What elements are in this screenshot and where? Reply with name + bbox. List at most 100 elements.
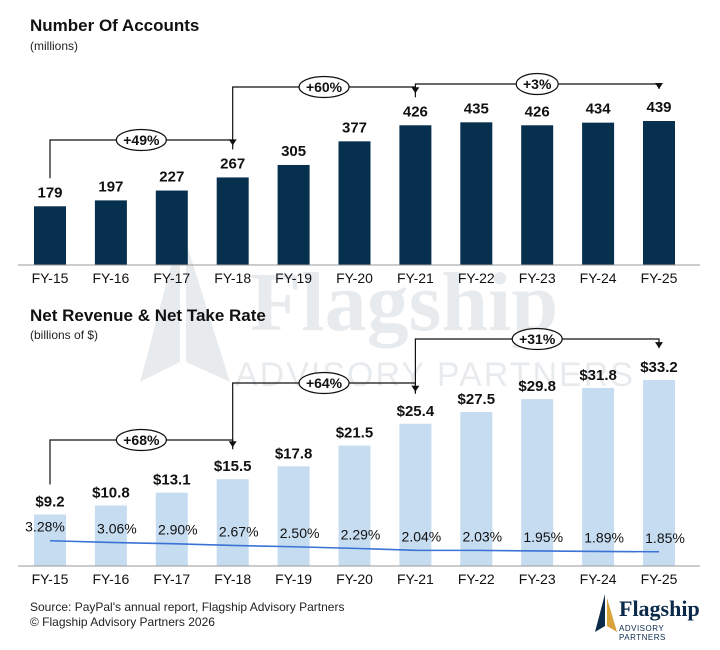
accounts-growth-label: +3% (523, 76, 552, 92)
revenue-value-label: $31.8 (579, 367, 617, 384)
accounts-chart-subtitle: (millions) (30, 39, 78, 53)
accounts-value-label: 426 (525, 103, 550, 120)
accounts-value-label: 434 (586, 101, 612, 118)
revenue-bar (521, 399, 554, 566)
accounts-bar (216, 177, 249, 265)
accounts-x-tick: FY-15 (32, 270, 69, 286)
revenue-x-tick: FY-15 (32, 571, 69, 587)
take-rate-line (49, 539, 660, 553)
revenue-growth-bubble (511, 327, 563, 351)
accounts-x-tick: FY-19 (275, 270, 312, 286)
revenue-value-label: $15.5 (214, 458, 252, 475)
take-rate-label: 1.89% (584, 529, 624, 545)
take-rate-label: 1.85% (645, 530, 685, 546)
accounts-x-tick: FY-21 (397, 270, 434, 286)
revenue-value-label: $9.2 (35, 493, 64, 510)
accounts-x-tick: FY-20 (336, 270, 373, 286)
revenue-bar (216, 479, 249, 566)
revenue-x-tick: FY-25 (641, 571, 678, 587)
accounts-x-tick: FY-22 (458, 270, 495, 286)
revenue-value-label: $33.2 (640, 359, 678, 376)
revenue-chart: $9.2 FY-15 $10.8 FY-16 $13.1 FY-17 $15.5 FY-18 $… (18, 327, 700, 587)
accounts-value-label: 377 (342, 119, 367, 136)
revenue-bar (155, 492, 188, 566)
take-rate-label: 3.28% (25, 519, 65, 535)
logo-wordmark: Flagship (619, 596, 700, 621)
accounts-value-label: 305 (281, 143, 306, 160)
accounts-bar (582, 122, 615, 265)
accounts-growth-label: +49% (123, 132, 160, 148)
revenue-x-tick: FY-23 (519, 571, 556, 587)
accounts-x-tick: FY-16 (92, 270, 129, 286)
accounts-bar (34, 206, 66, 265)
revenue-x-tick: FY-18 (214, 571, 251, 587)
revenue-bar (277, 466, 310, 566)
revenue-value-label: $10.8 (92, 485, 130, 502)
revenue-chart-title: Net Revenue & Net Take Rate (30, 306, 266, 325)
sail-logo-icon (595, 594, 617, 632)
accounts-chart-title: Number Of Accounts (30, 16, 199, 35)
revenue-value-label: $25.4 (397, 403, 435, 420)
take-rate-label: 1.95% (523, 529, 563, 545)
take-rate-label: 2.50% (280, 525, 320, 541)
revenue-bar (338, 445, 371, 566)
revenue-bar (643, 380, 675, 566)
revenue-chart-subtitle: (billions of $) (30, 328, 98, 342)
accounts-value-label: 197 (98, 178, 123, 195)
accounts-value-label: 426 (403, 103, 428, 120)
charts-canvas: Number Of Accounts (millions) 179 FY-15 19… (18, 16, 700, 587)
accounts-bar (155, 190, 188, 265)
accounts-x-tick: FY-24 (580, 270, 617, 286)
take-rate-label: 3.06% (97, 520, 137, 536)
accounts-bar (460, 122, 493, 265)
accounts-arrowhead (655, 83, 663, 90)
revenue-arrowhead (655, 342, 663, 349)
revenue-x-tick: FY-16 (92, 571, 129, 587)
accounts-chart: 179 FY-15 197 FY-16 227 FY-17 267 FY-18 305 FY-19… (18, 72, 700, 286)
revenue-bar (34, 514, 66, 566)
revenue-x-tick: FY-20 (336, 571, 373, 587)
revenue-bar (582, 387, 615, 566)
source-note: Source: PayPal's annual report, Flagship… (30, 600, 344, 630)
source-line: Source: PayPal's annual report, Flagship… (30, 600, 345, 614)
accounts-x-tick: FY-18 (214, 270, 251, 286)
accounts-bar (338, 141, 371, 265)
revenue-growth-label: +64% (306, 375, 343, 391)
revenue-growth-bubble (115, 428, 167, 452)
revenue-growth-label: +68% (123, 432, 160, 448)
accounts-growth-bubble (115, 128, 167, 152)
take-rate-label: 2.03% (462, 528, 502, 544)
revenue-value-label: $13.1 (153, 472, 191, 489)
revenue-growth-bubble (298, 371, 350, 395)
accounts-x-tick: FY-23 (519, 270, 556, 286)
revenue-growth-label: +31% (519, 331, 556, 347)
accounts-growth-bubble (515, 72, 559, 96)
revenue-x-tick: FY-19 (275, 571, 312, 587)
accounts-growth-bubble (298, 75, 350, 99)
accounts-value-label: 179 (37, 184, 62, 201)
revenue-x-tick: FY-21 (397, 571, 434, 587)
revenue-value-label: $29.8 (518, 378, 556, 395)
copyright-line: © Flagship Advisory Partners 2026 (30, 615, 215, 629)
accounts-bar (94, 200, 127, 265)
revenue-value-label: $27.5 (458, 391, 496, 408)
accounts-growth-label: +60% (306, 79, 343, 95)
accounts-bar (643, 121, 675, 266)
revenue-bar (460, 412, 493, 566)
accounts-value-label: 227 (159, 169, 184, 186)
accounts-value-label: 267 (220, 155, 245, 172)
revenue-x-tick: FY-24 (580, 571, 617, 587)
accounts-x-tick: FY-25 (641, 270, 678, 286)
revenue-bar (399, 423, 432, 566)
take-rate-label: 2.67% (219, 523, 259, 539)
take-rate-label: 2.90% (158, 522, 198, 538)
take-rate-label: 2.04% (402, 528, 442, 544)
accounts-bar (277, 164, 310, 265)
accounts-bar (521, 125, 554, 265)
revenue-x-tick: FY-22 (458, 571, 495, 587)
accounts-bar (399, 125, 432, 265)
accounts-value-label: 435 (464, 100, 489, 117)
revenue-value-label: $17.8 (275, 445, 313, 462)
take-rate-label: 2.29% (341, 526, 381, 542)
flagship-logo: Flagship ADVISORY PARTNERS (592, 592, 712, 642)
